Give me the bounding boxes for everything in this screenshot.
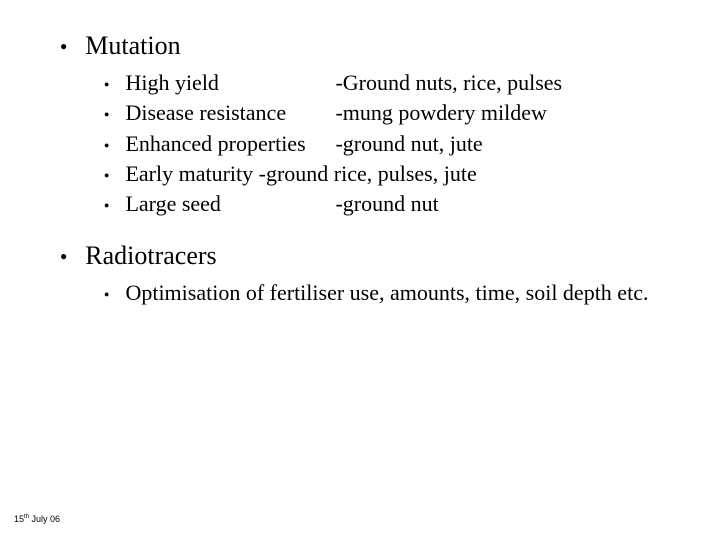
item-text: Early maturity -ground rice, pulses, jut… — [125, 160, 476, 188]
list-item: ● Large seed-ground nut — [104, 190, 680, 218]
item-right: -ground nut — [335, 191, 438, 216]
bullet-l2-icon: ● — [104, 171, 109, 180]
section-title: Mutation — [85, 30, 180, 61]
item-left: High yield — [125, 69, 335, 97]
section-title: Radiotracers — [85, 240, 216, 271]
bullet-l1-icon: ● — [60, 40, 67, 52]
section-heading: ● Radiotracers — [60, 240, 680, 271]
item-text: High yield-Ground nuts, rice, pulses — [125, 69, 562, 97]
list-item: ● Optimisation of fertiliser use, amount… — [104, 279, 680, 307]
bullet-l2-icon: ● — [104, 201, 109, 210]
item-text: Optimisation of fertiliser use, amounts,… — [125, 279, 648, 307]
item-right: -ground nut, jute — [335, 131, 482, 156]
slide-body: ● Mutation ● High yield-Ground nuts, ric… — [0, 0, 720, 307]
bullet-l1-icon: ● — [60, 250, 67, 262]
item-left: Enhanced properties — [125, 130, 335, 158]
section-items: ● Optimisation of fertiliser use, amount… — [104, 279, 680, 307]
section-items: ● High yield-Ground nuts, rice, pulses ●… — [104, 69, 680, 218]
bullet-l2-icon: ● — [104, 141, 109, 150]
item-text: Enhanced properties-ground nut, jute — [125, 130, 482, 158]
list-item: ● Disease resistance-mung powdery mildew — [104, 99, 680, 127]
section-heading: ● Mutation — [60, 30, 680, 61]
list-item: ● Early maturity -ground rice, pulses, j… — [104, 160, 680, 188]
item-text: Disease resistance-mung powdery mildew — [125, 99, 546, 127]
bullet-l2-icon: ● — [104, 80, 109, 89]
list-item: ● Enhanced properties-ground nut, jute — [104, 130, 680, 158]
item-left: Disease resistance — [125, 99, 335, 127]
footer-rest: July 06 — [29, 514, 60, 524]
footer-date: 15th July 06 — [14, 514, 60, 524]
item-text: Large seed-ground nut — [125, 190, 438, 218]
footer-day: 15 — [14, 514, 24, 524]
item-right: -Ground nuts, rice, pulses — [335, 70, 562, 95]
list-item: ● High yield-Ground nuts, rice, pulses — [104, 69, 680, 97]
bullet-l2-icon: ● — [104, 290, 109, 299]
bullet-l2-icon: ● — [104, 110, 109, 119]
item-left: Large seed — [125, 190, 335, 218]
item-right: -mung powdery mildew — [335, 100, 546, 125]
